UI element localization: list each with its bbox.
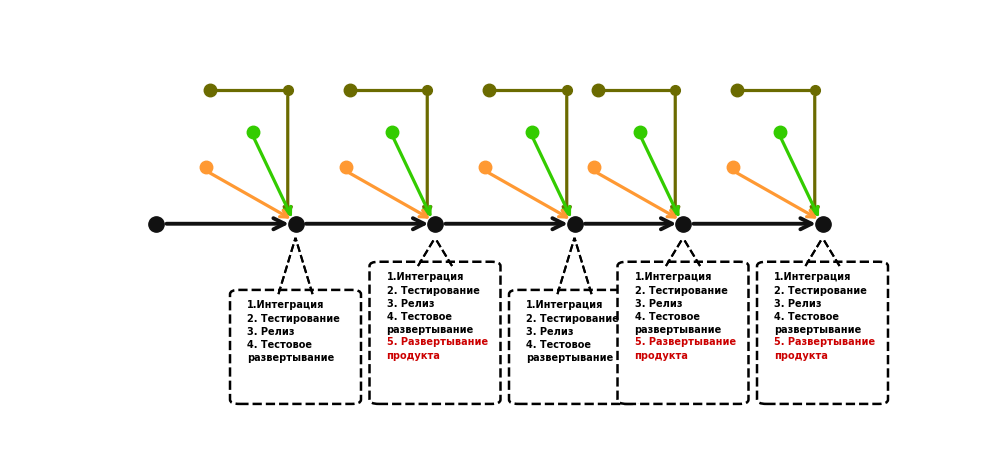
FancyBboxPatch shape <box>509 290 640 404</box>
Text: 1.Интеграция
2. Тестирование
3. Релиз
4. Тестовое
развертывание: 1.Интеграция 2. Тестирование 3. Релиз 4.… <box>247 300 340 363</box>
Polygon shape <box>278 238 313 294</box>
FancyBboxPatch shape <box>757 262 888 404</box>
Polygon shape <box>557 238 592 294</box>
Text: 1.Интеграция
2. Тестирование
3. Релиз
4. Тестовое
развертывание: 1.Интеграция 2. Тестирование 3. Релиз 4.… <box>387 272 479 335</box>
Polygon shape <box>805 238 840 266</box>
Text: 5. Развертывание
продукта: 5. Развертывание продукта <box>387 337 488 361</box>
Text: 1.Интеграция
2. Тестирование
3. Релиз
4. Тестовое
развертывание: 1.Интеграция 2. Тестирование 3. Релиз 4.… <box>526 300 619 363</box>
Text: 1.Интеграция
2. Тестирование
3. Релиз
4. Тестовое
развертывание: 1.Интеграция 2. Тестирование 3. Релиз 4.… <box>635 272 727 335</box>
FancyBboxPatch shape <box>230 290 361 404</box>
Text: 5. Развертывание
продукта: 5. Развертывание продукта <box>635 337 736 361</box>
Polygon shape <box>418 238 452 266</box>
FancyBboxPatch shape <box>370 262 500 404</box>
Text: 1.Интеграция
2. Тестирование
3. Релиз
4. Тестовое
развертывание: 1.Интеграция 2. Тестирование 3. Релиз 4.… <box>774 272 867 335</box>
Polygon shape <box>666 238 700 266</box>
Text: 5. Развертывание
продукта: 5. Развертывание продукта <box>774 337 875 361</box>
FancyBboxPatch shape <box>618 262 748 404</box>
